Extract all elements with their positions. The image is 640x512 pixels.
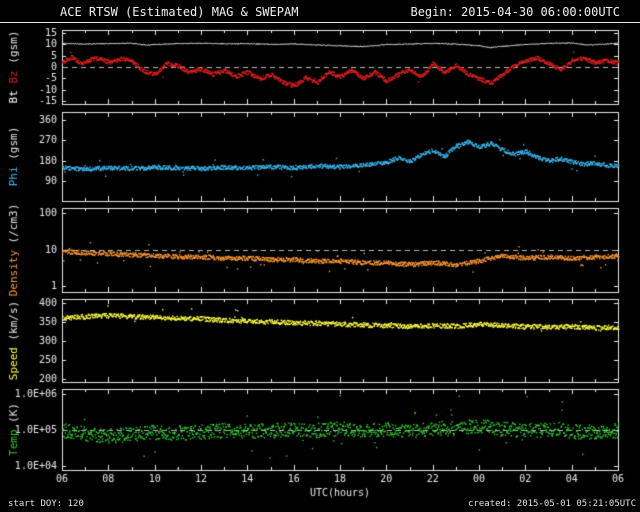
plot-title: ACE RTSW (Estimated) MAG & SWEPAM [60,5,299,19]
start-doy-label: start DOY: 120 [8,499,84,509]
created-timestamp: created: 2015-05-01 05:21:05UTC [468,499,636,509]
plot-header: ACE RTSW (Estimated) MAG & SWEPAM Begin:… [0,0,640,23]
plot-footer: start DOY: 120 created: 2015-05-01 05:21… [0,499,640,509]
begin-timestamp: Begin: 2015-04-30 06:00:00UTC [410,5,620,19]
